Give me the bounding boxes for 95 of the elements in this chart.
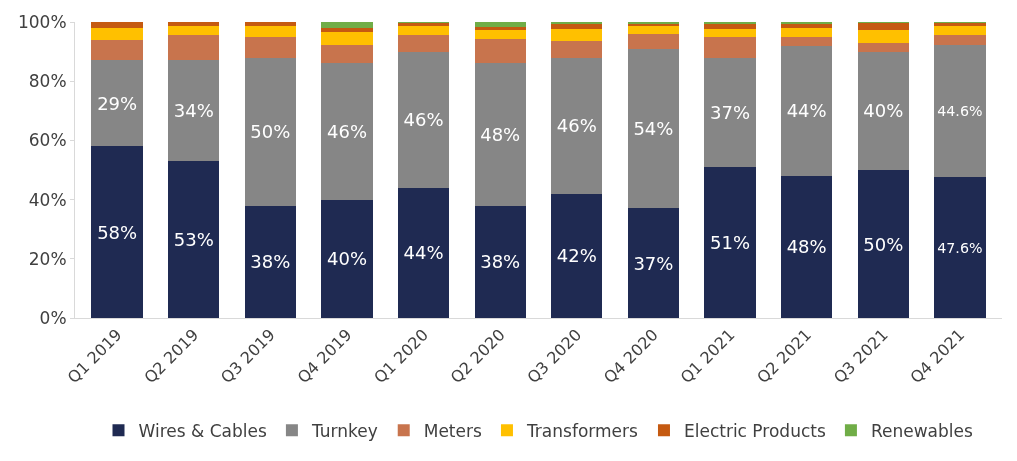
bar <box>321 22 373 29</box>
bar <box>168 161 220 318</box>
data-label: 46% <box>556 115 597 137</box>
bar <box>704 37 756 58</box>
data-label: 46% <box>403 109 444 131</box>
bar <box>627 25 680 35</box>
legend-label: Wires & Cables <box>138 420 267 441</box>
bar <box>704 167 756 318</box>
bar <box>244 25 297 38</box>
data-label: 38% <box>250 251 291 273</box>
data-label: 50% <box>250 121 291 143</box>
bar <box>91 146 143 318</box>
y-tick-label: 60% <box>28 130 67 151</box>
bar <box>244 205 297 318</box>
bar <box>934 25 986 36</box>
data-label: 58% <box>97 221 138 243</box>
data-label: 37% <box>710 101 751 123</box>
y-tick-label: 0% <box>39 307 67 328</box>
bar <box>474 63 526 206</box>
bar <box>474 22 526 27</box>
bar <box>704 28 756 38</box>
data-label: 29% <box>97 92 138 114</box>
data-label: 42% <box>556 245 597 267</box>
bar <box>934 35 986 46</box>
bar <box>704 57 756 168</box>
bar <box>551 193 603 318</box>
data-label: 34% <box>173 100 214 122</box>
data-label: 44% <box>786 100 827 122</box>
bar <box>168 22 220 26</box>
bar <box>168 60 220 162</box>
bar <box>857 170 909 318</box>
y-tick-label: 80% <box>28 71 67 92</box>
bar <box>551 24 603 29</box>
bar <box>244 37 297 58</box>
bar <box>397 187 450 318</box>
bar <box>551 22 603 25</box>
data-label: 38% <box>480 251 521 273</box>
y-tick-label: 40% <box>28 189 67 210</box>
bar <box>321 45 373 64</box>
legend-label: Turnkey <box>310 420 378 441</box>
data-label: 48% <box>786 236 827 258</box>
bar <box>551 57 603 194</box>
bar <box>857 42 909 52</box>
bar <box>91 27 143 40</box>
data-label: 54% <box>633 118 674 140</box>
bar <box>321 63 373 200</box>
bar <box>704 23 756 29</box>
legend-label: Meters <box>423 420 482 441</box>
bar <box>397 35 450 52</box>
data-label: 40% <box>863 100 904 122</box>
bar <box>474 38 526 64</box>
bar <box>168 25 220 36</box>
bar <box>91 39 143 61</box>
data-label: 47.6% <box>937 239 983 256</box>
data-label: 40% <box>326 248 367 270</box>
bar <box>780 175 833 318</box>
bar <box>91 22 143 28</box>
bar <box>857 51 909 170</box>
bar <box>321 199 373 318</box>
bar <box>551 40 603 58</box>
bar <box>780 27 833 38</box>
bar <box>321 32 373 46</box>
bar <box>627 208 680 318</box>
data-label: 46% <box>326 121 367 143</box>
bar <box>474 205 526 318</box>
data-label: 44% <box>403 242 444 264</box>
bar <box>857 22 909 30</box>
bar <box>627 48 680 209</box>
bar <box>934 177 986 318</box>
bar <box>244 22 297 26</box>
bar <box>91 60 143 147</box>
bar <box>397 25 450 36</box>
bar <box>474 26 526 30</box>
bar <box>780 45 833 176</box>
bar <box>780 37 833 46</box>
bar <box>627 34 680 49</box>
bar <box>934 45 986 178</box>
data-label: 37% <box>633 252 674 274</box>
bar <box>857 29 909 43</box>
bar <box>551 28 603 41</box>
bar <box>244 57 297 206</box>
data-label: 50% <box>863 233 904 255</box>
data-label: 51% <box>710 232 751 254</box>
y-tick-label: 100% <box>17 11 67 32</box>
bar <box>168 35 220 61</box>
legend-label: Renewables <box>870 420 973 441</box>
data-label: 48% <box>480 123 521 145</box>
legend-label: Transformers <box>525 420 638 441</box>
bar <box>321 28 373 33</box>
bar <box>397 51 450 188</box>
legend-label: Electric Products <box>683 420 826 441</box>
data-label: 53% <box>173 229 214 251</box>
data-label: 44.6% <box>937 103 983 120</box>
y-tick-label: 20% <box>28 248 67 269</box>
bar <box>474 29 526 39</box>
